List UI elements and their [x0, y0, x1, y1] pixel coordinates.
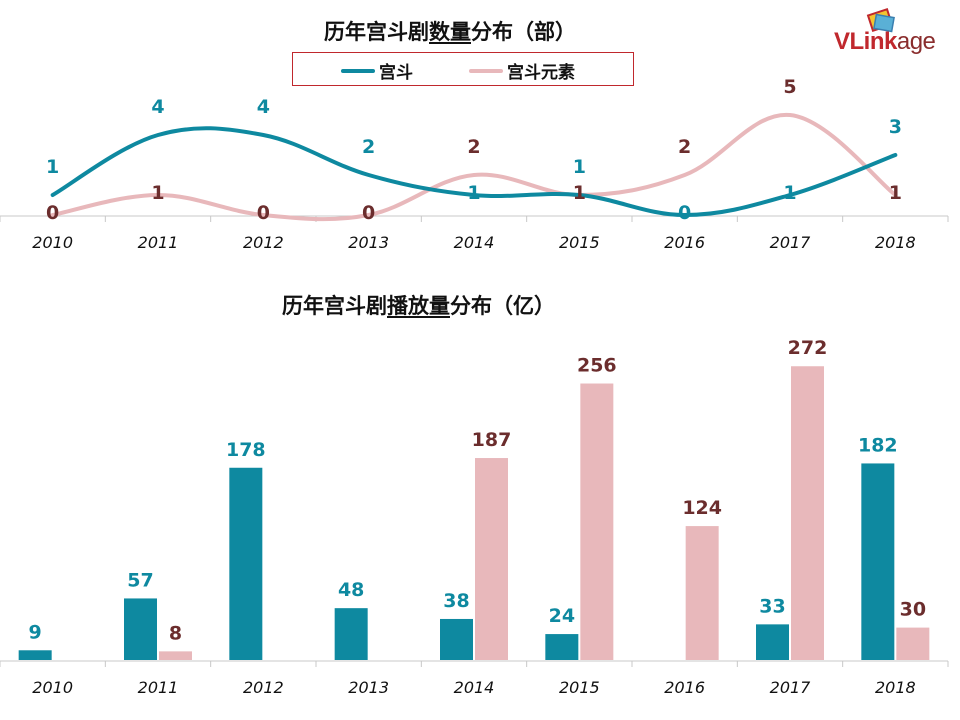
bar-data-label-gongdou-element: 124	[682, 497, 722, 519]
bar-data-label-gongdou-element: 187	[472, 429, 512, 451]
line-data-label-gongdou-element: 0	[362, 202, 375, 224]
line-title-underlined: 数量	[429, 20, 471, 44]
legend-label-gongdou: 宫斗	[379, 63, 413, 83]
vlinkage-logo: VLinkage	[834, 8, 958, 55]
bar-chart-title: 历年宫斗剧播放量分布（亿）	[282, 290, 555, 320]
bar-gongdou	[545, 634, 579, 660]
line-data-label-gongdou: 4	[151, 96, 164, 118]
bar-gongdou-element	[475, 458, 508, 660]
line-chart-title: 历年宫斗剧数量分布（部）	[324, 16, 576, 46]
line-data-label-gongdou-element: 0	[46, 202, 59, 224]
bar-gongdou-element	[791, 366, 824, 660]
bar-chart-x-tick-label: 2010	[32, 678, 73, 697]
bar-gongdou	[756, 624, 789, 660]
line-data-label-gongdou: 1	[573, 156, 586, 178]
line-chart-x-tick-label: 2016	[664, 233, 705, 252]
bar-chart-x-tick-label: 2013	[348, 678, 389, 697]
line-data-label-gongdou-element: 0	[257, 202, 270, 224]
bar-chart-x-tick-label: 2011	[138, 678, 179, 697]
line-chart-x-tick-label: 2015	[559, 233, 600, 252]
bar-gongdou	[440, 618, 473, 660]
legend-label-gongdou-element: 宫斗元素	[507, 63, 575, 83]
bar-data-label-gongdou: 57	[127, 569, 153, 591]
line-title-pre: 历年宫斗剧	[324, 20, 429, 44]
legend-item-gongdou: 宫斗	[341, 58, 413, 83]
line-data-label-gongdou: 3	[889, 116, 902, 138]
bar-chart-x-tick-label: 2012	[243, 678, 284, 697]
line-chart-x-tick-label: 2010	[32, 233, 73, 252]
line-chart-x-tick-label: 2011	[138, 233, 179, 252]
line-data-label-gongdou: 4	[257, 96, 270, 118]
legend-swatch-gongdou	[341, 68, 375, 73]
line-data-label-gongdou: 0	[678, 202, 691, 224]
bar-data-label-gongdou: 178	[226, 439, 266, 461]
logo-text: VLinkage	[834, 28, 936, 55]
bar-data-label-gongdou: 38	[443, 590, 469, 612]
bar-data-label-gongdou: 33	[759, 595, 785, 617]
bar-gongdou-element	[685, 526, 719, 660]
bar-data-label-gongdou: 24	[549, 605, 575, 627]
bar-gongdou	[861, 463, 895, 660]
line-data-label-gongdou-element: 1	[573, 182, 586, 204]
bar-chart-x-tick-label: 2018	[875, 678, 916, 697]
bar-title-underlined: 播放量	[387, 294, 450, 318]
line-series-gongdou	[50, 126, 898, 218]
bar-data-label-gongdou: 182	[858, 434, 898, 456]
line-chart-x-tick-label: 2018	[875, 233, 916, 252]
line-chart-legend: 宫斗 宫斗元素	[292, 52, 634, 86]
bar-title-post: 分布（亿）	[450, 294, 555, 318]
bar-gongdou-element	[159, 651, 192, 660]
bar-chart-x-tick-label: 2014	[454, 678, 495, 697]
line-data-label-gongdou-element: 1	[889, 182, 902, 204]
bar-chart-x-tick-label: 2016	[664, 678, 705, 697]
bar-data-label-gongdou-element: 272	[788, 337, 828, 359]
bar-data-label-gongdou-element: 30	[900, 599, 926, 621]
line-data-label-gongdou-element: 2	[467, 136, 480, 158]
line-title-post: 分布（部）	[471, 20, 576, 44]
bar-chart-x-tick-label: 2017	[770, 678, 812, 697]
line-data-label-gongdou: 1	[467, 182, 480, 204]
line-data-label-gongdou: 2	[362, 136, 375, 158]
legend-item-gongdou-element: 宫斗元素	[469, 58, 575, 83]
bar-data-label-gongdou-element: 8	[169, 622, 182, 644]
bar-gongdou-element	[580, 383, 614, 660]
line-chart-x-tick-label: 2017	[770, 233, 812, 252]
legend-swatch-gongdou-element	[469, 68, 503, 73]
line-series-gongdou-element	[50, 112, 898, 222]
bar-data-label-gongdou-element: 256	[577, 355, 617, 377]
bar-gongdou	[124, 598, 157, 660]
bar-gongdou	[18, 650, 52, 660]
bar-data-label-gongdou: 48	[338, 579, 364, 601]
line-data-label-gongdou: 1	[46, 156, 59, 178]
line-chart-x-tick-label: 2014	[454, 233, 495, 252]
line-chart-x-tick-label: 2013	[348, 233, 389, 252]
line-data-label-gongdou-element: 5	[783, 76, 796, 98]
bar-gongdou	[229, 467, 263, 660]
bar-title-pre: 历年宫斗剧	[282, 294, 387, 318]
bar-gongdou	[334, 608, 368, 660]
line-data-label-gongdou: 1	[783, 182, 796, 204]
bar-data-label-gongdou: 9	[29, 621, 42, 643]
bar-gongdou-element	[896, 627, 930, 660]
line-data-label-gongdou-element: 1	[151, 182, 164, 204]
logo-frame-icon	[866, 8, 895, 33]
line-data-label-gongdou-element: 2	[678, 136, 691, 158]
line-chart-x-tick-label: 2012	[243, 233, 284, 252]
bar-chart-x-tick-label: 2015	[559, 678, 600, 697]
